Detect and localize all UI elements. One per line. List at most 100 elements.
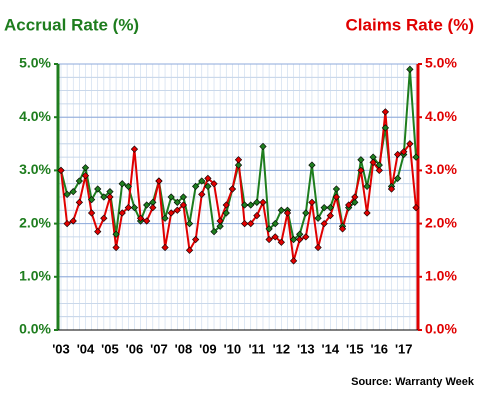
left-axis-title: Accrual Rate (%) — [4, 15, 139, 34]
data-point — [345, 201, 353, 209]
data-point — [94, 185, 102, 193]
data-point — [247, 219, 255, 228]
data-point — [173, 206, 181, 214]
data-point — [234, 156, 243, 164]
data-point — [308, 161, 316, 169]
data-point — [302, 209, 310, 217]
data-point — [271, 219, 279, 228]
data-point — [167, 209, 175, 217]
y-tick-label: 5.0% — [19, 55, 51, 71]
y2-tick-label: 5.0% — [425, 55, 457, 71]
data-point — [161, 214, 169, 222]
data-point — [381, 108, 390, 116]
data-point — [277, 206, 285, 214]
data-point — [222, 209, 230, 217]
data-point — [75, 177, 83, 185]
data-point — [259, 142, 267, 151]
data-point — [112, 243, 120, 252]
data-point — [253, 211, 261, 220]
data-point — [94, 227, 102, 236]
data-point — [185, 219, 194, 228]
data-point — [69, 217, 77, 225]
x-tick-label: '17 — [395, 341, 413, 356]
x-tick-label: '03 — [52, 341, 70, 356]
data-point — [308, 198, 316, 206]
y2-tick-label: 4.0% — [425, 108, 457, 124]
y2-tick-label: 3.0% — [425, 161, 457, 177]
x-tick-label: '04 — [77, 341, 95, 356]
data-point — [332, 185, 341, 193]
data-point — [234, 161, 243, 169]
data-point — [130, 204, 139, 212]
source-note: Source: Warranty Week — [351, 376, 475, 388]
data-point — [326, 211, 334, 220]
data-point — [406, 65, 414, 73]
y-tick-label: 1.0% — [19, 268, 51, 284]
data-point — [394, 174, 402, 183]
y2-tick-label: 0.0% — [425, 321, 457, 337]
data-point — [149, 204, 157, 212]
data-point — [210, 180, 218, 188]
data-point — [357, 166, 365, 175]
x-tick-label: '12 — [273, 341, 291, 356]
data-point — [289, 235, 298, 244]
data-point — [314, 243, 322, 252]
data-point — [198, 177, 206, 185]
data-point — [222, 201, 230, 209]
data-point — [216, 222, 224, 230]
data-point — [87, 209, 96, 217]
y-tick-label: 3.0% — [19, 161, 51, 177]
data-point — [87, 196, 96, 204]
data-point — [179, 193, 188, 201]
data-point — [124, 204, 132, 212]
data-point — [387, 185, 396, 193]
data-point — [124, 182, 132, 190]
data-point — [130, 145, 139, 153]
data-point — [351, 198, 359, 206]
x-tick-label: '09 — [199, 341, 217, 356]
data-point — [375, 166, 383, 175]
x-tick-label: '11 — [248, 341, 265, 356]
data-point — [296, 235, 304, 244]
data-point — [112, 230, 120, 238]
data-point — [406, 140, 414, 148]
x-tick-label: '10 — [224, 341, 242, 356]
data-point — [198, 190, 206, 198]
data-point — [106, 193, 114, 201]
y-tick-label: 4.0% — [19, 108, 51, 124]
data-point — [253, 198, 261, 206]
data-point — [228, 185, 237, 193]
x-tick-label: '06 — [126, 341, 144, 356]
data-point — [283, 209, 292, 217]
data-point — [161, 243, 169, 252]
x-tick-label: '15 — [346, 341, 364, 356]
data-point — [69, 188, 77, 196]
data-point — [185, 246, 194, 254]
data-point — [118, 209, 126, 217]
data-point — [381, 124, 390, 132]
data-point — [289, 257, 298, 265]
data-point — [210, 227, 218, 236]
data-point — [100, 214, 108, 222]
data-point — [400, 148, 408, 156]
data-point — [412, 153, 420, 161]
data-point — [369, 158, 377, 167]
data-point — [204, 182, 212, 190]
data-point — [57, 166, 65, 175]
y2-tick-label: 1.0% — [425, 268, 457, 284]
data-point — [81, 164, 90, 172]
data-point — [357, 156, 365, 164]
x-tick-label: '14 — [322, 341, 340, 356]
data-point — [320, 219, 328, 228]
data-point — [143, 201, 151, 209]
data-point — [277, 238, 285, 246]
data-point — [363, 182, 371, 190]
data-point — [326, 204, 334, 212]
data-point — [75, 198, 83, 206]
y-tick-label: 2.0% — [19, 214, 51, 230]
data-point — [63, 190, 71, 198]
y2-tick-label: 2.0% — [425, 214, 457, 230]
data-point — [173, 198, 181, 206]
